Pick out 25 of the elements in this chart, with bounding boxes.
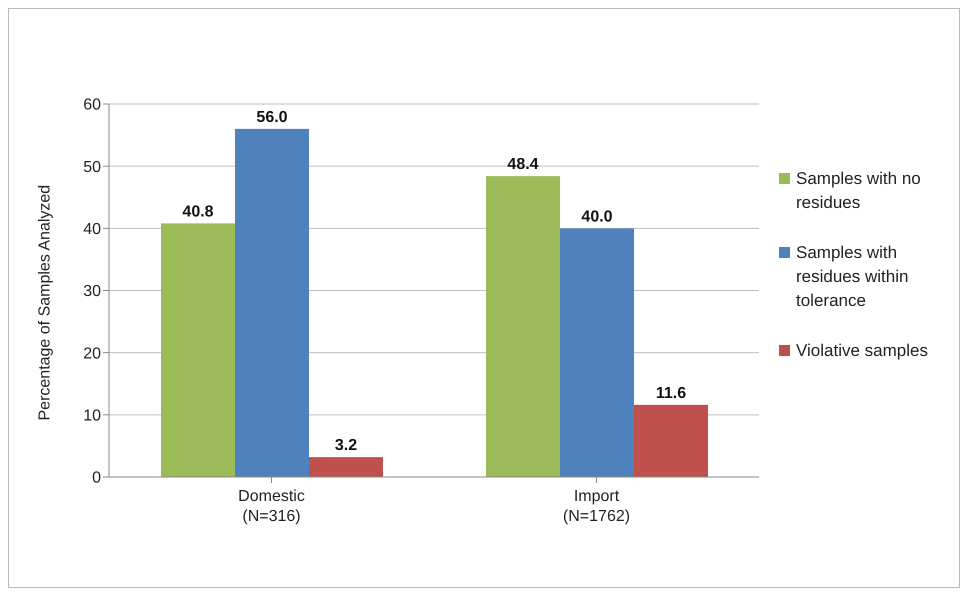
y-tick-label: 0 [92,470,102,487]
legend-label: Samples with no residues [796,168,922,214]
legend-label: Samples with residues within tolerance [796,242,910,312]
x-tick-label: Domestic (N=316) [238,488,305,525]
bar [634,404,708,477]
bar [309,457,383,477]
y-tick-label: 50 [83,158,102,176]
text: 3.2 [334,437,358,454]
y-tick-label: 60 [83,96,102,114]
text: 48.4 [507,156,539,174]
y-tick-label: 10 [83,408,102,425]
text: 40.8 [182,203,214,220]
text: 56.0 [256,108,288,126]
y-tick-label: 40 [83,221,102,238]
bar [161,223,235,477]
x-tick-label: Import (N=1762) [562,488,630,525]
text: 11.6 [656,384,686,402]
legend-label: Violative samples [796,340,928,362]
y-tick-label: 20 [83,345,102,362]
bar [486,176,560,477]
text: 40.0 [581,208,613,226]
bar [235,128,309,477]
bar [560,228,634,477]
y-tick-label: 30 [83,283,102,300]
y-axis-title: Percentage of Samples Analyzed [36,184,54,420]
